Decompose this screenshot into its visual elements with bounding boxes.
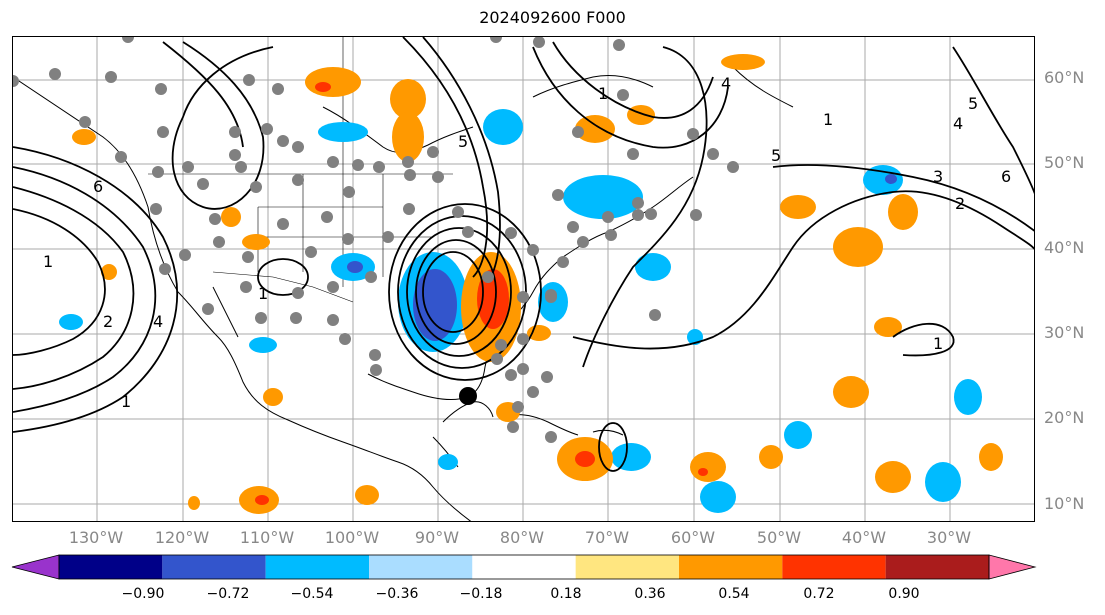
colorbar-segment <box>679 555 783 579</box>
lon-label: 110°W <box>239 528 295 547</box>
colorbar-tick: −0.90 <box>121 586 165 602</box>
colorbar-outline <box>58 554 990 580</box>
lat-label: 60°N <box>1044 68 1085 87</box>
colorbar-segment <box>782 555 886 579</box>
contour-label: 4 <box>953 114 963 133</box>
lat-label: 40°N <box>1044 238 1085 257</box>
map-title: 2024092600 F000 <box>479 8 626 27</box>
lat-label: 20°N <box>1044 408 1085 427</box>
lon-label: 80°W <box>499 528 545 547</box>
colorbar-tick: −0.36 <box>375 586 419 602</box>
colorbar-tick: −0.72 <box>206 586 250 602</box>
colorbar-tick: 0.36 <box>634 586 666 602</box>
lon-label: 60°W <box>670 528 716 547</box>
contour-label: 5 <box>771 146 781 165</box>
colorbar-extend-low <box>11 554 60 580</box>
colorbar-tick: 0.18 <box>550 586 582 602</box>
contour-label: 5 <box>458 132 468 151</box>
lat-label: 10°N <box>1044 494 1085 513</box>
contour-label: 4 <box>721 74 731 93</box>
colorbar-tick: −0.54 <box>290 586 334 602</box>
colorbar-tick: 0.90 <box>888 586 920 602</box>
contour-label: 1 <box>258 284 268 303</box>
positive-shading <box>72 54 1003 514</box>
colorbar-segments <box>11 554 1037 580</box>
colorbar-extend-high <box>988 554 1037 580</box>
contour-label-group: 1 2 4 1 6 1 5 1 4 5 1 3 2 6 5 4 1 <box>43 74 1011 411</box>
lat-label: 50°N <box>1044 153 1085 172</box>
lon-label: 70°W <box>584 528 630 547</box>
colorbar-segment <box>575 555 679 579</box>
colorbar-tick: 0.72 <box>803 586 835 602</box>
contour-label: 6 <box>1001 167 1011 186</box>
colorbar-segment <box>472 555 576 579</box>
contour-label: 5 <box>968 94 978 113</box>
station-markers <box>13 37 739 443</box>
lon-label: 90°W <box>414 528 460 547</box>
contour-label: 1 <box>933 334 943 353</box>
storm-center-marker <box>459 387 477 405</box>
lon-label: 30°W <box>926 528 972 547</box>
contour-lines <box>13 37 1034 472</box>
contour-label: 3 <box>933 167 943 186</box>
colorbar-segment <box>369 555 473 579</box>
contour-label: 4 <box>153 312 163 331</box>
contour-label: 2 <box>955 194 965 213</box>
colorbar-tick: 0.54 <box>718 586 750 602</box>
political-borders <box>148 37 453 303</box>
lon-label: 50°W <box>756 528 802 547</box>
lon-label: 120°W <box>154 528 210 547</box>
lon-label: 100°W <box>324 528 380 547</box>
colorbar <box>0 553 1105 583</box>
colorbar-segment <box>885 555 989 579</box>
lon-label: 40°W <box>841 528 887 547</box>
lon-label: 130°W <box>68 528 124 547</box>
contour-label: 1 <box>598 84 608 103</box>
contour-label: 2 <box>103 312 113 331</box>
graticule <box>13 37 1034 521</box>
contour-label: 1 <box>43 252 53 271</box>
lat-label: 30°N <box>1044 323 1085 342</box>
contour-label: 1 <box>823 110 833 129</box>
contour-label: 6 <box>93 177 103 196</box>
colorbar-segment <box>59 555 163 579</box>
contour-label: 1 <box>121 392 131 411</box>
colorbar-segment <box>162 555 266 579</box>
map-panel: 1 2 4 1 6 1 5 1 4 5 1 3 2 6 5 4 1 <box>12 36 1035 522</box>
colorbar-tick: −0.18 <box>459 586 503 602</box>
colorbar-segment <box>265 555 369 579</box>
